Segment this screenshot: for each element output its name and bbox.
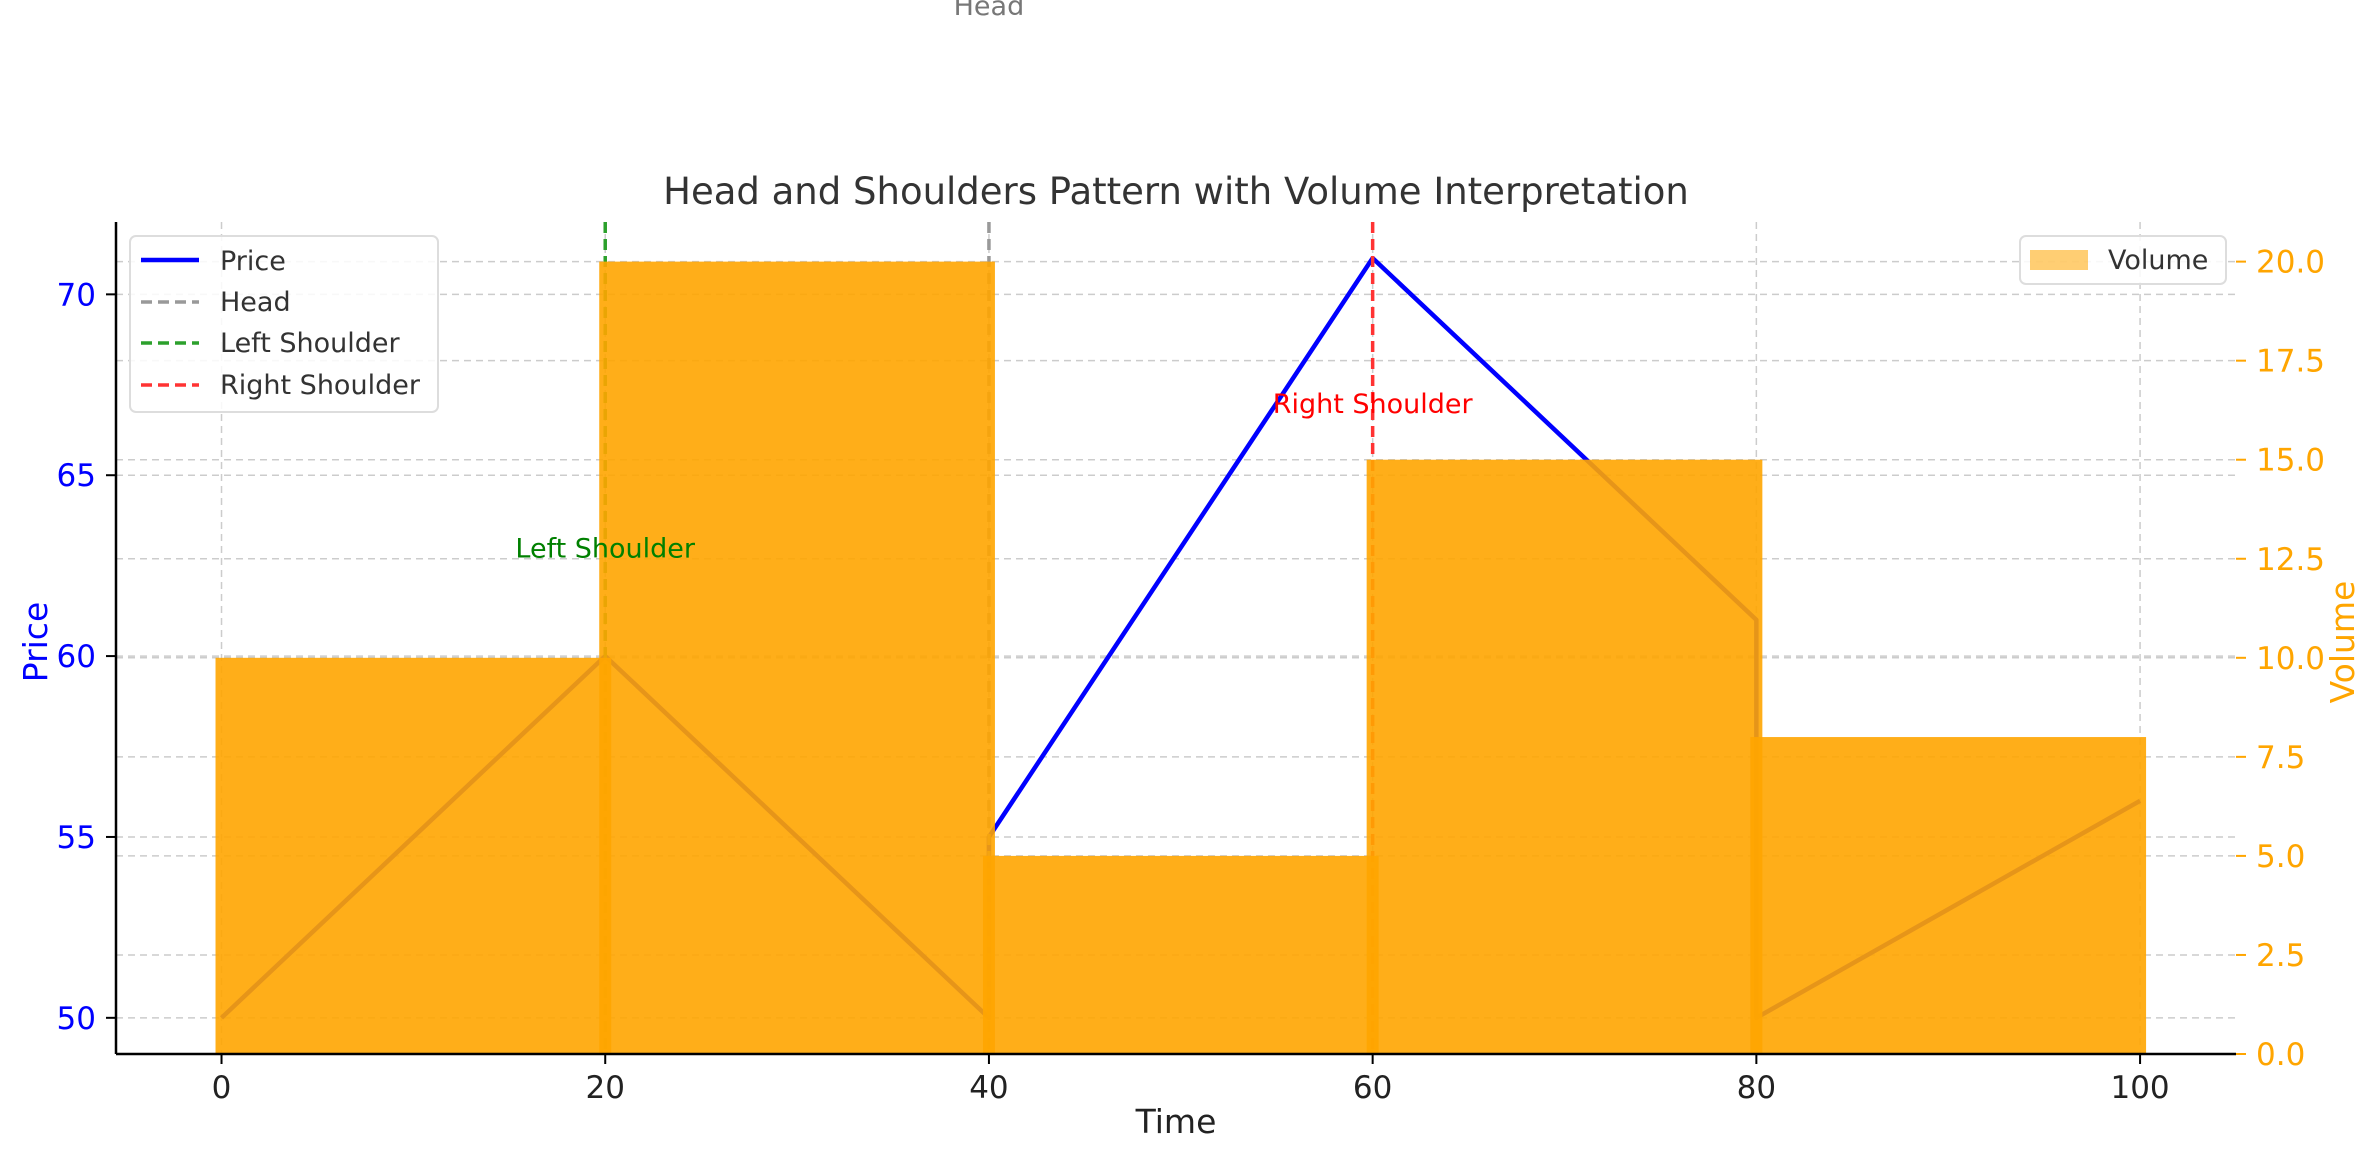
y2-tick-label: 17.5 [2256, 344, 2325, 380]
y2-tick-label: 7.5 [2256, 740, 2305, 776]
legend-right-frame [2019, 235, 2227, 285]
legend-left: Price Head Left Shoulder Right Shoulder [129, 235, 439, 413]
volume-bar [599, 261, 995, 1055]
chart-title: Head and Shoulders Pattern with Volume I… [663, 170, 1689, 213]
x-axis-title: Time [1135, 1102, 1217, 1141]
legend-label-left-shoulder: Left Shoulder [220, 328, 401, 359]
y-tick-label: 60 [57, 639, 96, 675]
annotation-left-shoulder: Left Shoulder [515, 534, 696, 565]
x-tick-label: 40 [969, 1070, 1008, 1106]
legend-right: Volume [2019, 235, 2227, 285]
legend-label-head: Head [220, 287, 291, 318]
x-tick-label: 80 [1737, 1070, 1776, 1106]
x-tick-label: 0 [212, 1070, 232, 1106]
y-tick-label: 55 [57, 820, 96, 856]
x-tick-label: 60 [1353, 1070, 1392, 1106]
y-tick-label: 70 [57, 277, 96, 313]
legend-label-volume: Volume [2108, 245, 2208, 276]
y2-tick-label: 15.0 [2256, 443, 2325, 479]
y2-tick-label: 2.5 [2256, 938, 2305, 974]
y-tick-label: 50 [57, 1001, 96, 1037]
y-axis-title: Price [16, 602, 55, 683]
x-tick-label: 20 [586, 1070, 625, 1106]
y2-tick-label: 5.0 [2256, 839, 2305, 875]
axes [114, 222, 2236, 1056]
volume-bar [1750, 737, 2147, 1054]
y2-tick-label: 0.0 [2256, 1037, 2305, 1073]
volume-bar [215, 657, 612, 1054]
tick-labels: 0 20 40 60 80 100 50 55 60 65 70 0.0 2.5 5.0 7.5 10.0 12… [57, 245, 2325, 1106]
y2-tick-label: 20.0 [2256, 245, 2325, 281]
legend-left-frame [129, 235, 439, 413]
y-tick-label: 65 [57, 458, 96, 494]
annotation-head: Head [954, 0, 1025, 22]
volume-series [215, 261, 2147, 1055]
y2-axis-title: Volume [2323, 581, 2362, 704]
y2-tick-label: 10.0 [2256, 641, 2325, 677]
y2-tick-label: 12.5 [2256, 542, 2325, 578]
legend-swatch-volume [2030, 250, 2088, 270]
legend-label-price: Price [220, 246, 286, 277]
volume-bar [982, 855, 1379, 1054]
annotations: Head Left Shoulder Right Shoulder [515, 0, 1473, 565]
annotation-right-shoulder: Right Shoulder [1273, 389, 1474, 420]
volume-bar [1366, 459, 1763, 1054]
legend-label-right-shoulder: Right Shoulder [220, 370, 421, 401]
x-tick-label: 100 [2110, 1070, 2169, 1106]
